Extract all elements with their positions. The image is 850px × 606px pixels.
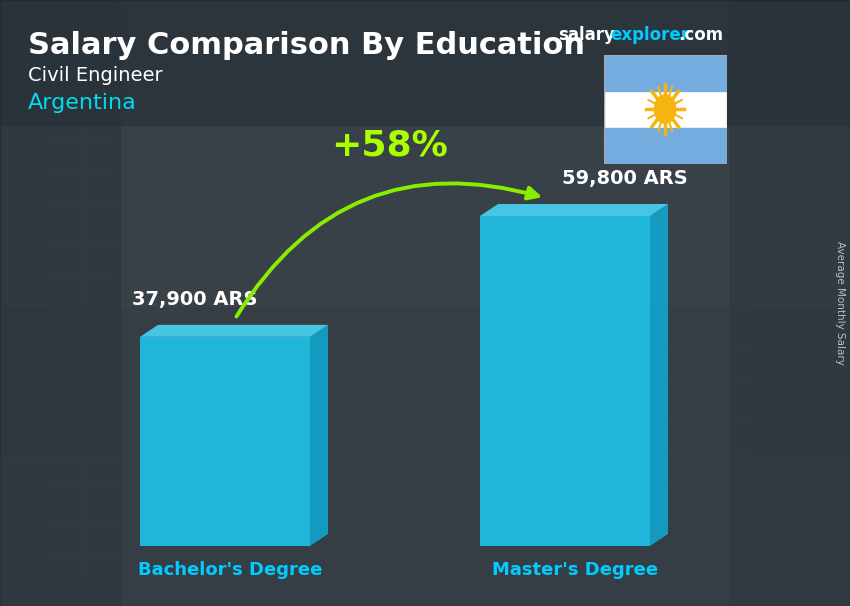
Text: Salary Comparison By Education: Salary Comparison By Education (28, 31, 585, 60)
Bar (604, 128, 727, 164)
Text: explorer: explorer (610, 26, 689, 44)
Bar (140, 337, 310, 546)
Text: Argentina: Argentina (28, 93, 137, 113)
Circle shape (659, 101, 672, 118)
Bar (0, 456, 850, 606)
Text: salary: salary (558, 26, 615, 44)
Polygon shape (480, 204, 668, 216)
Text: 59,800 ARS: 59,800 ARS (562, 169, 688, 188)
Text: +58%: +58% (332, 129, 448, 163)
Text: 37,900 ARS: 37,900 ARS (133, 290, 258, 309)
Polygon shape (140, 325, 328, 337)
Text: Civil Engineer: Civil Engineer (28, 66, 162, 85)
Text: .com: .com (678, 26, 723, 44)
Bar (0, 0, 850, 126)
Polygon shape (650, 204, 668, 546)
Text: Average Monthly Salary: Average Monthly Salary (835, 241, 845, 365)
Bar (604, 55, 727, 90)
Polygon shape (310, 325, 328, 546)
Text: Bachelor's Degree: Bachelor's Degree (138, 561, 322, 579)
Bar (730, 0, 850, 606)
Circle shape (654, 95, 676, 123)
Bar (0, 126, 850, 306)
Text: Master's Degree: Master's Degree (492, 561, 658, 579)
Bar (0, 0, 120, 606)
Bar (480, 216, 650, 546)
